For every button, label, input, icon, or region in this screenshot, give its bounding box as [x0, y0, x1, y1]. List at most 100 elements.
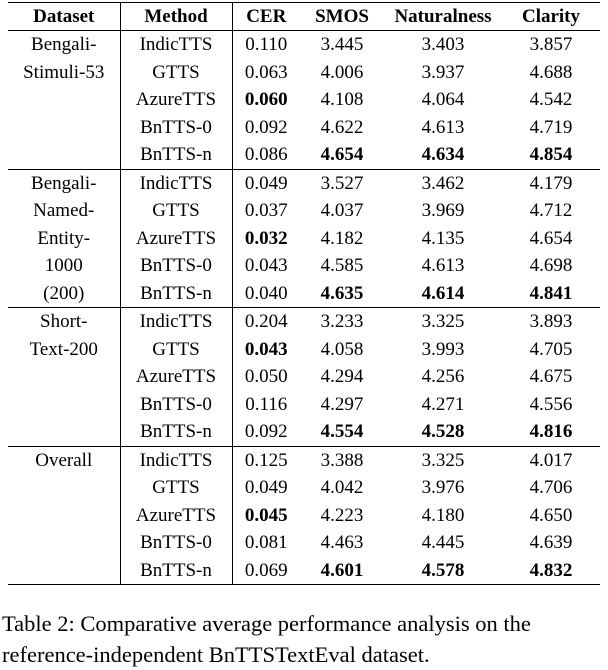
value-cell: 4.271: [421, 393, 465, 415]
method-cell: GTTS: [120, 197, 233, 225]
method-cell: IndicTTS: [120, 446, 233, 474]
value-cell: 4.064: [421, 89, 465, 110]
method-cell: BnTTS-n: [120, 279, 233, 308]
row: GTTS 0.037 4.037 3.969 4.712: [8, 197, 600, 225]
value-cell: 0.032: [244, 227, 288, 249]
value-cell: 4.706: [529, 477, 573, 498]
method-cell: BnTTS-0: [120, 529, 233, 557]
header-cell: CER: [246, 6, 287, 27]
value-cell: 3.993: [421, 338, 465, 360]
row: Overall IndicTTS 0.125 3.388 3.325 4.017: [8, 446, 600, 585]
results-table: Dataset Method CER SMOS Naturalness Clarity B…: [8, 2, 600, 585]
method-cell: AzureTTS: [120, 224, 233, 252]
value-cell: 0.069: [244, 559, 288, 581]
value-cell: 4.528: [421, 421, 465, 442]
value-cell: 0.204: [244, 311, 288, 332]
group: Bengali- Named- Entity- 1000 (200) IndicTTS 0.…: [8, 169, 600, 308]
value-cell: 0.063: [244, 61, 288, 83]
value-cell: 4.585: [320, 255, 364, 276]
value-cell: 4.622: [320, 116, 364, 138]
value-cell: 0.045: [244, 504, 288, 526]
header-cell: SMOS: [315, 6, 369, 27]
value-cell: 4.635: [320, 282, 364, 304]
value-cell: 4.614: [421, 282, 465, 304]
value-cell: 4.182: [320, 227, 364, 249]
caption: Table 2: Comparative average performance…: [2, 611, 531, 667]
row: Short- Text-200 IndicTTS 0.204 3.233 3.325 3.8…: [8, 307, 600, 446]
value-cell: 4.006: [320, 61, 364, 83]
method-cell: IndicTTS: [120, 169, 233, 197]
row: BnTTS-0 0.092 4.622 4.613 4.719: [8, 113, 600, 141]
group: Overall IndicTTS 0.125 3.388 3.325 4.017 GTTS 0…: [8, 446, 600, 585]
value-cell: 0.092: [244, 116, 288, 138]
row: GTTS 0.049 4.042 3.976 4.706: [8, 474, 600, 502]
value-cell: 4.854: [529, 144, 573, 165]
method-cell: BnTTS-0: [120, 252, 233, 280]
value-cell: 3.527: [320, 172, 364, 194]
value-cell: 3.937: [421, 61, 465, 83]
value-cell: 4.042: [320, 477, 364, 498]
value-cell: 4.601: [320, 559, 364, 581]
row: AzureTTS 0.060 4.108 4.064 4.542: [8, 86, 600, 114]
value-cell: 3.857: [529, 34, 573, 55]
dataset-line: Short-: [40, 311, 88, 332]
header-cell: Dataset: [8, 2, 121, 31]
value-cell: 3.325: [421, 311, 465, 332]
value-cell: 0.043: [244, 338, 288, 360]
dataset-line: Bengali-: [31, 172, 97, 194]
value-cell: 4.108: [320, 89, 364, 110]
value-cell: 4.705: [529, 338, 573, 360]
row: Bengali- Named- Entity- 1000 (200) IndicTTS 0.…: [8, 169, 600, 308]
value-cell: 0.050: [244, 366, 288, 387]
value-cell: 3.976: [421, 477, 465, 498]
header-cell: Method: [120, 2, 233, 31]
value-cell: 4.675: [529, 366, 573, 387]
group: Short- Text-200 IndicTTS 0.204 3.233 3.325 3.8…: [8, 307, 600, 446]
value-cell: 4.297: [320, 393, 364, 415]
header-cell: Clarity: [521, 6, 581, 27]
method-cell: AzureTTS: [120, 86, 233, 114]
value-cell: 0.049: [244, 477, 288, 498]
value-cell: 0.049: [244, 172, 288, 194]
value-cell: 4.816: [529, 421, 573, 442]
value-cell: 4.654: [320, 144, 364, 165]
dataset-cell: Bengali- Named- Entity- 1000 (200): [8, 169, 121, 308]
group: Bengali- Stimuli-53 IndicTTS 0.110 3.445 3.40…: [8, 30, 600, 169]
value-cell: 4.179: [529, 172, 573, 194]
value-cell: 3.969: [421, 200, 465, 221]
value-cell: 4.037: [320, 200, 364, 221]
value-cell: 4.542: [529, 89, 573, 110]
dataset-line: 1000: [44, 255, 83, 276]
value-cell: 3.445: [320, 34, 364, 55]
value-cell: 4.135: [421, 227, 465, 249]
value-cell: 4.445: [421, 532, 465, 553]
value-cell: 4.712: [529, 200, 573, 221]
value-cell: 3.462: [421, 172, 465, 194]
method-cell: BnTTS-n: [120, 556, 233, 585]
method-cell: IndicTTS: [120, 30, 233, 59]
value-cell: 4.654: [529, 227, 573, 249]
method-cell: GTTS: [120, 474, 233, 502]
value-cell: 4.463: [320, 532, 364, 553]
value-cell: 4.639: [529, 532, 573, 553]
row: BnTTS-n 0.069 4.601 4.578 4.832: [8, 556, 600, 585]
dataset-line: Bengali-: [31, 34, 97, 55]
value-cell: 4.613: [421, 116, 465, 138]
value-cell: 4.634: [421, 144, 465, 165]
value-cell: 4.058: [320, 338, 364, 360]
dataset-line: Stimuli-53: [23, 61, 105, 83]
dataset-cell: Short- Text-200: [8, 307, 121, 446]
dataset-line: (200): [43, 282, 85, 304]
value-cell: 3.325: [421, 449, 465, 471]
value-cell: 3.893: [529, 311, 573, 332]
header-cell: Naturalness: [394, 6, 492, 27]
row: GTTS 0.043 4.058 3.993 4.705: [8, 335, 600, 363]
row: BnTTS-0 0.081 4.463 4.445 4.639: [8, 529, 600, 557]
row: BnTTS-0 0.116 4.297 4.271 4.556: [8, 390, 600, 418]
method-cell: GTTS: [120, 58, 233, 86]
method-cell: AzureTTS: [120, 501, 233, 529]
value-cell: 4.578: [421, 559, 465, 581]
method-cell: GTTS: [120, 335, 233, 363]
dataset-line: Overall: [35, 449, 93, 471]
